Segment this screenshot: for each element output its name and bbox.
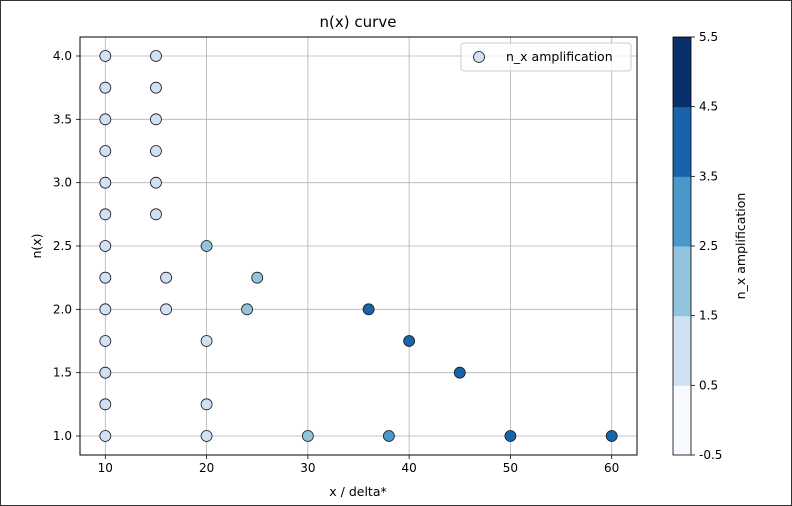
data-point bbox=[150, 81, 162, 94]
grid-layer bbox=[80, 37, 637, 455]
colorbar-tick-label: 4.5 bbox=[699, 100, 718, 114]
data-point bbox=[362, 303, 375, 316]
data-point bbox=[150, 50, 162, 62]
data-point bbox=[99, 145, 112, 157]
data-point bbox=[504, 430, 517, 442]
data-point bbox=[99, 208, 112, 221]
data-point bbox=[99, 366, 112, 379]
colorbar-tick-label: 3.5 bbox=[699, 169, 718, 183]
data-point bbox=[150, 145, 162, 157]
legend-label: n_x amplification bbox=[506, 49, 613, 64]
y-axis-label: n(x) bbox=[29, 233, 44, 258]
data-point bbox=[99, 81, 112, 94]
data-point bbox=[99, 240, 112, 252]
y-tick-label: 2.0 bbox=[53, 302, 72, 316]
chart-title: n(x) curve bbox=[320, 13, 397, 31]
data-point bbox=[150, 176, 162, 189]
colorbar-label: n_x amplification bbox=[733, 193, 748, 300]
y-tick-label: 4.0 bbox=[53, 49, 72, 63]
y-tick-label: 3.0 bbox=[53, 176, 72, 190]
data-point bbox=[382, 430, 395, 442]
ticks-layer: 10 20 30 40 50 60 1.0 1.5 2.0 2.5 3.0 3.5 4.0 bbox=[53, 49, 619, 475]
data-point bbox=[99, 271, 112, 284]
data-point bbox=[200, 430, 213, 442]
colorbar-tick-label: 2.5 bbox=[699, 239, 718, 253]
data-point bbox=[99, 113, 112, 126]
colorbar-tick-label: -0.5 bbox=[699, 448, 722, 462]
colorbar-segment bbox=[673, 37, 691, 108]
data-point bbox=[99, 50, 112, 62]
colorbar-segment bbox=[673, 246, 691, 317]
data-point bbox=[301, 430, 314, 442]
x-tick-label: 10 bbox=[98, 461, 113, 475]
y-tick-label: 1.0 bbox=[53, 429, 72, 443]
data-point bbox=[99, 303, 112, 316]
colorbar-tick-label: 5.5 bbox=[699, 30, 718, 44]
y-tick-label: 2.5 bbox=[53, 239, 72, 253]
colorbar-segment bbox=[673, 385, 691, 456]
data-point bbox=[200, 398, 213, 411]
legend-marker bbox=[473, 51, 485, 63]
data-point bbox=[251, 271, 264, 284]
x-tick-label: 40 bbox=[401, 461, 416, 475]
data-point bbox=[160, 271, 172, 284]
data-point bbox=[99, 176, 112, 189]
colorbar-segment bbox=[673, 106, 691, 177]
y-tick-label: 1.5 bbox=[53, 366, 72, 380]
data-point bbox=[453, 366, 466, 379]
points-layer bbox=[99, 50, 618, 442]
x-tick-label: 30 bbox=[300, 461, 315, 475]
data-point bbox=[150, 208, 162, 221]
data-point bbox=[200, 240, 213, 252]
data-point bbox=[99, 430, 112, 442]
data-point bbox=[403, 335, 416, 347]
colorbar-tick-label: 0.5 bbox=[699, 378, 718, 392]
data-point bbox=[99, 398, 112, 411]
colorbar-segment bbox=[673, 315, 691, 386]
colorbar-tick-label: 1.5 bbox=[699, 309, 718, 323]
data-point bbox=[150, 113, 162, 126]
colorbar-segment bbox=[673, 176, 691, 247]
legend-box bbox=[460, 42, 632, 72]
data-point bbox=[241, 303, 254, 316]
data-point bbox=[200, 335, 213, 347]
legend: n_x amplification bbox=[460, 42, 632, 72]
y-tick-label: 3.5 bbox=[53, 112, 72, 126]
colorbar: -0.5 0.5 1.5 2.5 3.5 4.5 5.5 bbox=[672, 30, 722, 462]
x-tick-label: 60 bbox=[604, 461, 619, 475]
x-tick-label: 20 bbox=[199, 461, 214, 475]
data-point bbox=[160, 303, 172, 316]
data-point bbox=[99, 335, 112, 347]
x-axis-label: x / delta* bbox=[329, 484, 386, 499]
x-tick-label: 50 bbox=[503, 461, 518, 475]
data-point bbox=[605, 430, 618, 442]
